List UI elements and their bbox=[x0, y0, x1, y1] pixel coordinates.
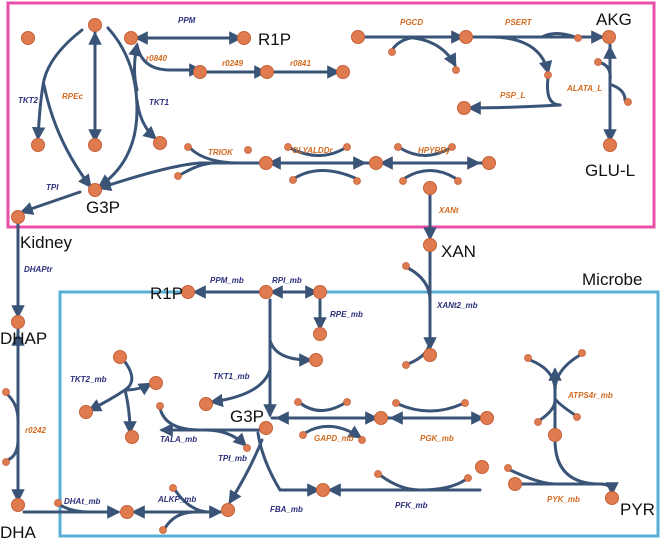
reaction-label-r0841: r0841 bbox=[290, 59, 311, 68]
metabolite-node bbox=[313, 285, 327, 299]
metabolite-node bbox=[475, 460, 489, 474]
metabolite-node bbox=[309, 353, 323, 367]
reaction-label-psp-l: PSP_L bbox=[500, 91, 525, 100]
metabolite-node bbox=[199, 397, 213, 411]
reaction-label-xant2-mb: XANt2_mb bbox=[436, 301, 478, 310]
metabolite-node bbox=[603, 138, 617, 152]
microbe-compartment-box bbox=[58, 290, 660, 538]
reaction-label-pgcd: PGCD bbox=[400, 18, 423, 27]
reaction-label-rpi-mb: RPI_mb bbox=[272, 276, 302, 285]
reaction-label-pfk-mb: PFK_mb bbox=[395, 501, 428, 510]
metabolite-node bbox=[221, 503, 235, 517]
metabolite-node bbox=[193, 65, 207, 79]
reaction-label-dhaptr: DHAPtr bbox=[24, 265, 53, 274]
metabolite-node bbox=[548, 428, 562, 442]
metabolite-node bbox=[313, 327, 327, 341]
metabolite-node bbox=[11, 210, 25, 224]
compartment-label-microbe: Microbe bbox=[582, 270, 642, 289]
metabolite-node bbox=[602, 30, 616, 44]
metabolite-node bbox=[88, 183, 102, 197]
metabolite-node bbox=[11, 498, 25, 512]
reaction-label-dhat-mb: DHAt_mb bbox=[64, 497, 101, 506]
metabolite-label-g3p-microbe: G3P bbox=[230, 407, 264, 426]
metabolite-node bbox=[316, 483, 330, 497]
metabolite-node bbox=[459, 30, 473, 44]
reaction-edges bbox=[6, 26, 627, 530]
metabolite-node bbox=[31, 138, 45, 152]
metabolite-node bbox=[11, 315, 25, 329]
reaction-label-tkt2-mb: TKT2_mb bbox=[70, 375, 107, 384]
metabolite-node bbox=[423, 238, 437, 252]
reaction-label-pyk-mb: PYK_mb bbox=[547, 495, 580, 504]
compartment-label-kidney: Kidney bbox=[20, 233, 72, 252]
reaction-label-tpi-mb: TPI_mb bbox=[218, 454, 247, 463]
reaction-label-tpi: TPI bbox=[46, 183, 59, 192]
metabolite-node bbox=[259, 156, 273, 170]
reaction-label-hpyrry: HPYRRy bbox=[418, 146, 451, 155]
metabolite-node bbox=[457, 101, 471, 115]
reaction-label-fba-mb: FBA_mb bbox=[270, 505, 303, 514]
metabolite-node bbox=[79, 405, 93, 419]
metabolite-label-akg: AKG bbox=[596, 10, 632, 29]
reaction-label-tkt1: TKT1 bbox=[149, 98, 170, 107]
reaction-label-tkt1-mb: TKT1_mb bbox=[213, 372, 250, 381]
metabolite-node bbox=[21, 31, 35, 45]
reaction-label-rpe-mb: RPE_mb bbox=[330, 310, 363, 319]
metabolite-node bbox=[480, 411, 494, 425]
reaction-label-r0249: r0249 bbox=[222, 59, 243, 68]
reaction-label-gapd-mb: GAPD_mb bbox=[314, 434, 354, 443]
metabolite-nodes bbox=[2, 18, 632, 534]
metabolite-node bbox=[260, 65, 274, 79]
metabolite-node bbox=[88, 18, 102, 32]
metabolite-label-r1p-microbe: R1P bbox=[150, 284, 183, 303]
metabolite-node bbox=[124, 31, 138, 45]
reaction-label-pgk-mb: PGK_mb bbox=[420, 434, 454, 443]
metabolite-node bbox=[237, 31, 251, 45]
metabolite-node bbox=[423, 348, 437, 362]
metabolite-node bbox=[181, 285, 195, 299]
metabolite-label-r1p-kidney: R1P bbox=[258, 30, 291, 49]
metabolite-node bbox=[153, 136, 167, 150]
metabolite-label-dhap: DHAP bbox=[0, 329, 47, 348]
metabolite-node bbox=[259, 421, 273, 435]
reaction-label-xant: XANt bbox=[438, 206, 459, 215]
metabolite-node bbox=[336, 65, 350, 79]
metabolite-node bbox=[423, 181, 437, 195]
reaction-label-rpec: RPEc bbox=[62, 92, 83, 101]
metabolite-node bbox=[351, 30, 365, 44]
metabolite-node bbox=[88, 138, 102, 152]
metabolite-node bbox=[374, 411, 388, 425]
metabolite-label-pyr: PYR bbox=[620, 500, 655, 519]
reaction-label-glyalddr: GLYALDDr bbox=[292, 146, 333, 155]
reaction-label-r0242: r0242 bbox=[25, 426, 46, 435]
metabolite-node bbox=[605, 491, 619, 505]
reaction-label-psert: PSERT bbox=[505, 18, 533, 27]
metabolite-node bbox=[149, 376, 163, 390]
metabolite-node bbox=[120, 505, 134, 519]
reaction-label-ppm: PPM bbox=[178, 16, 196, 25]
metabolite-node bbox=[113, 350, 127, 364]
reaction-label-ppm-mb: PPM_mb bbox=[210, 276, 244, 285]
reaction-label-alkp-mb: ALKP_mb bbox=[157, 495, 196, 504]
metabolite-node bbox=[259, 285, 273, 299]
metabolite-label-glu-l: GLU-L bbox=[585, 161, 635, 180]
reaction-label-r0840: r0840 bbox=[146, 54, 167, 63]
reaction-label-tkt2: TKT2 bbox=[18, 96, 39, 105]
metabolite-node bbox=[508, 477, 522, 491]
metabolite-label-g3p-kidney: G3P bbox=[86, 198, 120, 217]
reaction-label-atps4r-mb: ATPS4r_mb bbox=[567, 391, 613, 400]
kidney-compartment-box bbox=[6, 1, 656, 229]
reaction-label-triok: TRIOK bbox=[208, 148, 234, 157]
metabolite-label-xan: XAN bbox=[441, 242, 476, 261]
metabolite-node bbox=[125, 430, 139, 444]
metabolite-node bbox=[369, 156, 383, 170]
reaction-label-alata-l: ALATA_L bbox=[566, 84, 602, 93]
metabolite-label-dha: DHA bbox=[0, 523, 37, 542]
metabolite-node bbox=[482, 156, 496, 170]
reaction-label-tala-mb: TALA_mb bbox=[160, 435, 197, 444]
